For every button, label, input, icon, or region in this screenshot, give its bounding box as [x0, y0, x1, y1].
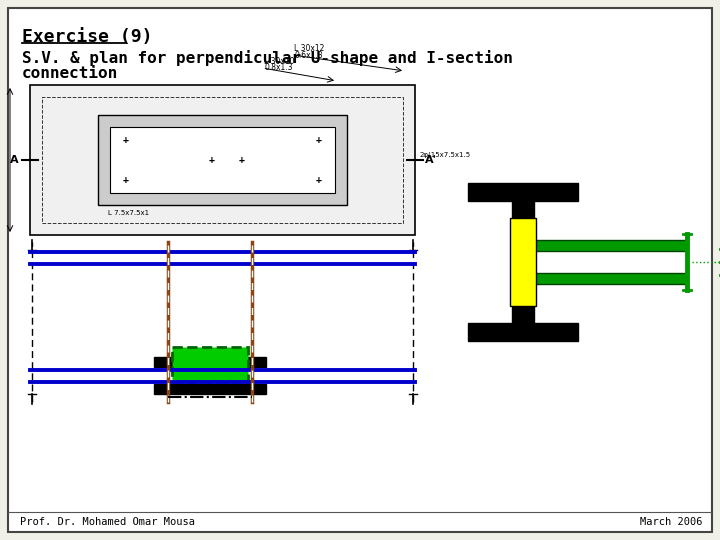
- Bar: [532, 240, 687, 251]
- Text: Exercise (9): Exercise (9): [22, 28, 153, 46]
- Bar: [30, 85, 415, 235]
- Text: +: +: [316, 175, 322, 185]
- Text: 0.8x1.3: 0.8x1.3: [264, 63, 293, 72]
- Bar: [154, 384, 266, 394]
- Text: +: +: [123, 135, 129, 145]
- Text: +: +: [316, 135, 322, 145]
- Text: L 30x10: L 30x10: [264, 57, 295, 66]
- Bar: [468, 323, 578, 341]
- Text: 2φ(15x7.5x1.5: 2φ(15x7.5x1.5: [420, 152, 471, 158]
- Bar: [172, 347, 248, 382]
- Bar: [42, 97, 403, 223]
- Bar: [512, 201, 534, 323]
- Bar: [532, 273, 687, 284]
- Text: +: +: [209, 155, 215, 165]
- Text: connection: connection: [22, 66, 118, 81]
- Text: Prof. Dr. Mohamed Omar Mousa: Prof. Dr. Mohamed Omar Mousa: [20, 517, 195, 527]
- Text: L 7.5x7.5x1: L 7.5x7.5x1: [108, 210, 149, 216]
- Text: 0.6x1.3: 0.6x1.3: [294, 51, 323, 60]
- Bar: [110, 127, 335, 193]
- Bar: [154, 357, 266, 367]
- Bar: [510, 218, 536, 306]
- Text: S.V. & plan for perpendicular U-shape and I-section: S.V. & plan for perpendicular U-shape an…: [22, 50, 513, 66]
- Text: L 30x12: L 30x12: [294, 44, 325, 53]
- Bar: [98, 115, 347, 205]
- Text: +: +: [123, 175, 129, 185]
- Text: A': A': [425, 155, 437, 165]
- Text: March 2006: March 2006: [639, 517, 702, 527]
- Bar: [468, 183, 578, 201]
- Text: 1.5: 1.5: [0, 153, 2, 166]
- Text: +: +: [239, 155, 245, 165]
- Text: A: A: [9, 155, 18, 165]
